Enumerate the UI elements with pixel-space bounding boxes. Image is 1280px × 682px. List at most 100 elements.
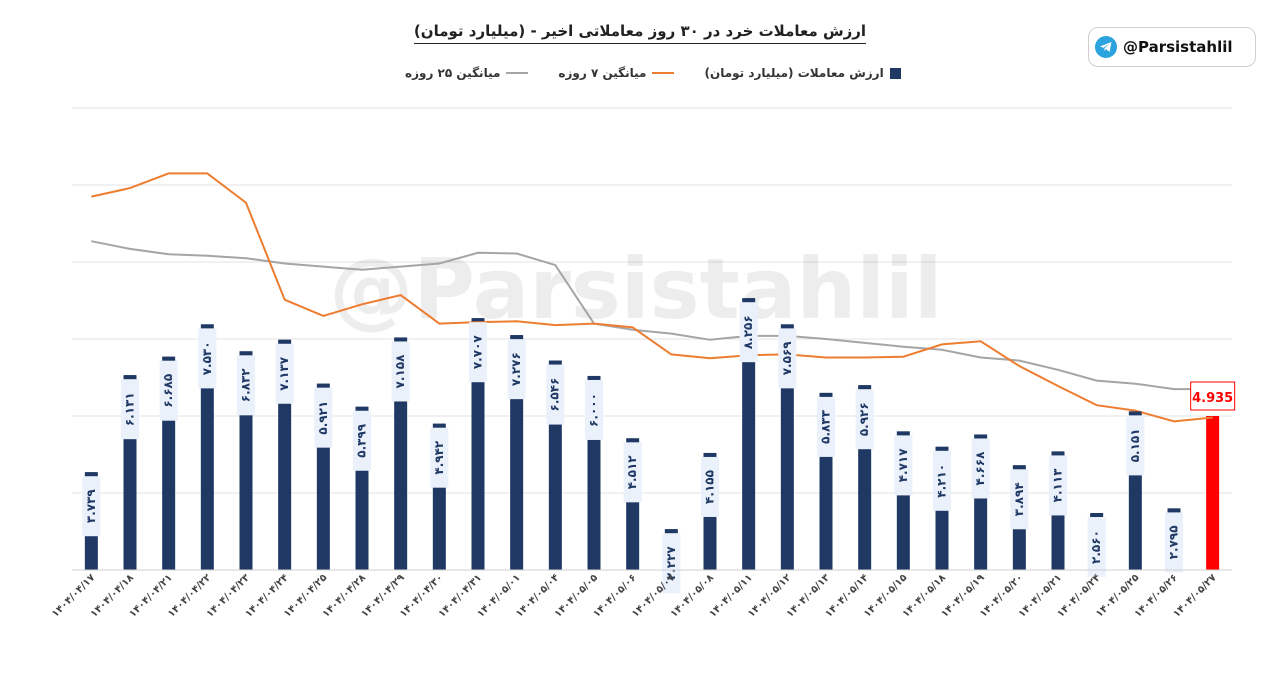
- data-label-cap: [201, 324, 214, 328]
- data-label: ۵.۸۳۳: [819, 409, 833, 444]
- data-label-box: [82, 476, 101, 537]
- data-label: ۲.۷۹۵: [1167, 525, 1181, 559]
- data-label-box: [1126, 415, 1145, 476]
- data-label-box: [237, 355, 255, 416]
- data-label: ۴.۷۱۷: [896, 448, 910, 483]
- data-label: ۷.۵۶۹: [780, 341, 794, 376]
- data-label-cap: [356, 406, 368, 410]
- data-label-box: [353, 410, 371, 471]
- data-label-box: [1087, 517, 1106, 578]
- data-label-cap: [1090, 513, 1103, 517]
- data-label-cap: [394, 337, 407, 341]
- data-label-cap: [704, 452, 716, 456]
- data-label-box: [855, 389, 874, 450]
- data-label-cap: [1129, 411, 1142, 415]
- data-label-cap: [549, 360, 562, 364]
- data-label-box: [507, 339, 526, 400]
- watermark: @Parsistahlil: [329, 240, 942, 338]
- data-label-box: [701, 456, 719, 517]
- data-label: ۲.۲۲۷: [664, 546, 678, 581]
- data-label-box: [739, 302, 758, 363]
- data-label: ۵.۳۹۹: [354, 423, 368, 458]
- legend-label-ma7: میانگین ۷ روزه: [558, 66, 647, 80]
- data-label: ۶.۰۰۰: [586, 393, 600, 427]
- series-line-ma7: [91, 172, 1213, 423]
- data-label-cap: [897, 431, 910, 435]
- data-label-cap: [433, 423, 446, 427]
- legend-swatch-ma25: [506, 72, 529, 74]
- data-label-cap: [510, 335, 523, 339]
- bar: [742, 298, 756, 570]
- data-label-cap: [820, 392, 832, 396]
- data-label-cap: [1013, 465, 1026, 469]
- chart-legend: ارزش معاملات (میلیارد تومان) میانگین ۷ ر…: [405, 66, 901, 80]
- data-label: ۵.۹۲۱: [316, 401, 330, 435]
- data-label-cap: [626, 438, 639, 442]
- data-label-box: [933, 450, 951, 511]
- data-label-cap: [278, 339, 291, 343]
- data-label-box: [971, 438, 990, 499]
- data-label: ۷.۲۷۶: [509, 352, 523, 386]
- data-label: ۷.۵۳۰: [200, 341, 214, 375]
- data-label: ۲.۵۶۰: [1089, 530, 1103, 564]
- chart-title-text: ارزش معاملات خرد در ۳۰ روز معاملاتی اخیر…: [413, 22, 867, 44]
- data-label-cap: [936, 446, 948, 450]
- data-label: ۵.۹۲۶: [857, 402, 871, 436]
- data-label: ۴.۱۱۳: [1051, 468, 1065, 503]
- data-label-box: [1165, 512, 1183, 573]
- data-label: ۴.۱۵۵: [702, 470, 716, 504]
- brand-handle: @Parsistahlil: [1123, 38, 1233, 56]
- data-label-cap: [588, 375, 600, 379]
- data-label-cap: [317, 383, 330, 387]
- data-label: ۴.۲۱۰: [935, 464, 949, 498]
- data-label-box: [469, 322, 487, 383]
- data-label-box: [275, 343, 294, 404]
- legend-item-bars: ارزش معاملات (میلیارد تومان): [704, 66, 901, 80]
- legend-item-ma7: میانگین ۷ روزه: [558, 66, 675, 80]
- data-label-box: [817, 396, 835, 457]
- data-label: 4.935: [1192, 391, 1233, 406]
- series-line-ma25: [91, 240, 1213, 391]
- data-label-box: [778, 328, 797, 389]
- data-label-box: [121, 379, 139, 440]
- legend-label-bars: ارزش معاملات (میلیارد تومان): [704, 66, 884, 80]
- data-label: ۶.۶۸۵: [161, 374, 175, 408]
- data-label-cap: [472, 318, 484, 322]
- data-label-box: [1190, 381, 1236, 411]
- data-label: ۶.۱۳۱: [122, 392, 136, 426]
- data-label: ۵.۱۵۱: [1128, 428, 1142, 462]
- data-label-box: [662, 533, 681, 594]
- data-label-cap: [742, 298, 755, 302]
- data-label-box: [1049, 455, 1067, 516]
- data-label-cap: [85, 472, 98, 476]
- data-label-cap: [124, 375, 136, 379]
- data-label-box: [585, 379, 603, 440]
- data-label-cap: [1168, 508, 1180, 512]
- brand-badge[interactable]: @Parsistahlil: [1088, 27, 1256, 67]
- data-label-box: [391, 341, 410, 402]
- legend-item-ma25: میانگین ۲۵ روزه: [405, 66, 529, 80]
- data-label-cap: [665, 529, 678, 533]
- data-label: ۷.۱۵۸: [393, 354, 407, 389]
- legend-swatch-bars: [889, 67, 901, 79]
- data-label-box: [623, 442, 642, 503]
- data-label-box: [894, 435, 913, 496]
- chart-title: ارزش معاملات خرد در ۳۰ روز معاملاتی اخیر…: [0, 22, 1280, 44]
- data-label: ۸.۲۵۶: [741, 315, 755, 349]
- data-label-box: [159, 360, 178, 421]
- data-label: ۷.۷۰۷: [471, 335, 485, 370]
- data-label-box: [1010, 469, 1029, 530]
- data-label: ۶.۵۴۶: [548, 378, 562, 412]
- data-label: ۳.۸۹۴: [1012, 482, 1026, 516]
- data-label: ۳.۷۳۹: [84, 489, 98, 524]
- data-label-cap: [240, 351, 252, 355]
- telegram-icon: [1095, 36, 1117, 58]
- data-label-cap: [781, 324, 794, 328]
- legend-swatch-ma7: [652, 72, 675, 74]
- data-label-cap: [1052, 451, 1064, 455]
- data-label-cap: [858, 385, 871, 389]
- data-label: ۶.۸۳۲: [239, 368, 253, 403]
- data-label-box: [430, 427, 449, 488]
- legend-label-ma25: میانگین ۲۵ روزه: [405, 66, 501, 80]
- data-label-box: [546, 364, 565, 425]
